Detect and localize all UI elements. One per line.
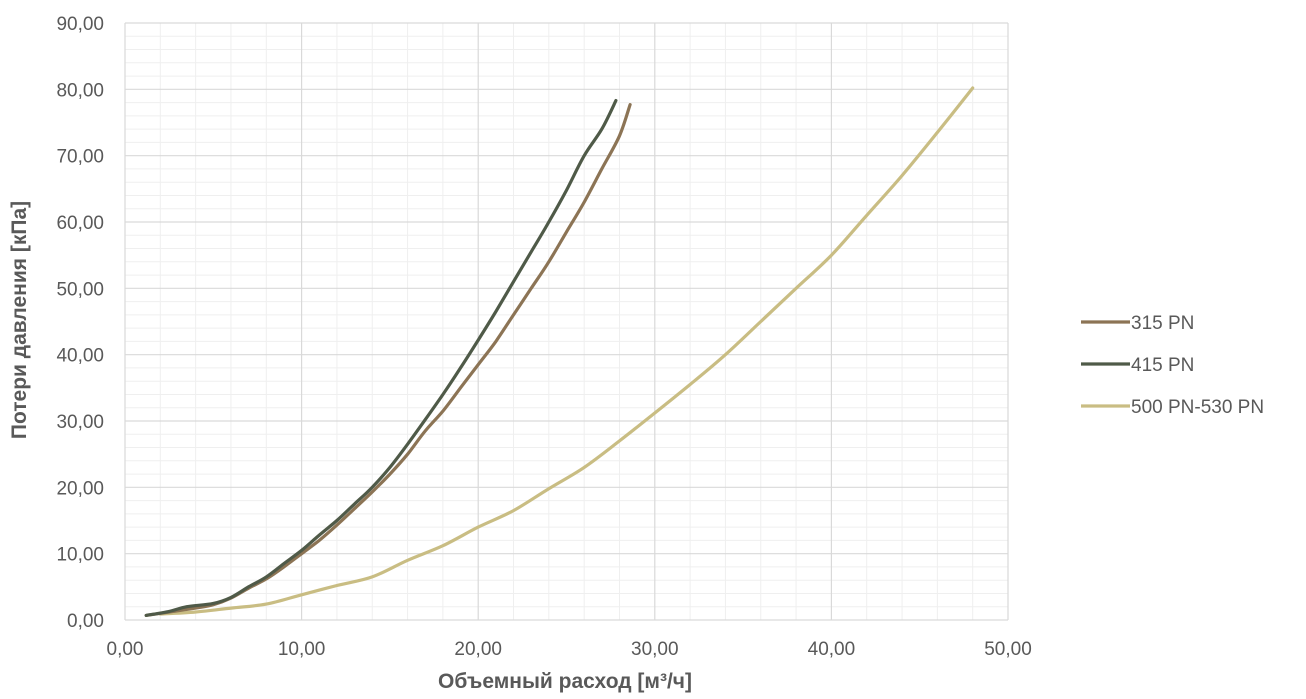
y-tick-labels: 0,00 10,00 20,00 30,00 40,00 50,00 60,00 70,00 8… — [56, 14, 104, 632]
x-tick-label: 10,00 — [278, 639, 326, 660]
x-tick-label: 30,00 — [631, 639, 679, 660]
y-tick-label: 0,00 — [67, 611, 104, 632]
y-axis-title: Потери давления [кПа] — [8, 201, 31, 439]
y-tick-label: 60,00 — [56, 213, 104, 234]
series-line-2 — [144, 99, 618, 617]
y-tick-label: 40,00 — [56, 346, 104, 367]
y-tick-label: 90,00 — [56, 14, 104, 35]
x-tick-label: 40,00 — [808, 639, 856, 660]
legend-label: 500 PN-530 PN — [1131, 397, 1264, 418]
y-tick-label: 70,00 — [56, 147, 104, 168]
series-line-3 — [158, 86, 975, 616]
y-tick-label: 80,00 — [56, 80, 104, 101]
y-tick-label: 10,00 — [56, 545, 104, 566]
y-tick-label: 50,00 — [56, 279, 104, 300]
legend-label: 415 PN — [1131, 355, 1194, 376]
y-tick-label: 30,00 — [56, 412, 104, 433]
y-tick-label: 20,00 — [56, 478, 104, 499]
x-tick-label: 20,00 — [454, 639, 502, 660]
plot-grid — [124, 22, 1009, 621]
series-line-1 — [144, 103, 632, 617]
x-tick-label: 50,00 — [984, 639, 1032, 660]
x-axis-title: Объемный расход [м³/ч] — [438, 670, 692, 693]
x-tick-labels: 0,00 10,00 20,00 30,00 40,00 50,00 — [107, 639, 1032, 660]
series-layer — [144, 86, 975, 617]
x-tick-label: 0,00 — [107, 639, 144, 660]
legend: 315 PN 415 PN 500 PN-530 PN — [1081, 313, 1264, 418]
legend-label: 315 PN — [1131, 313, 1194, 334]
